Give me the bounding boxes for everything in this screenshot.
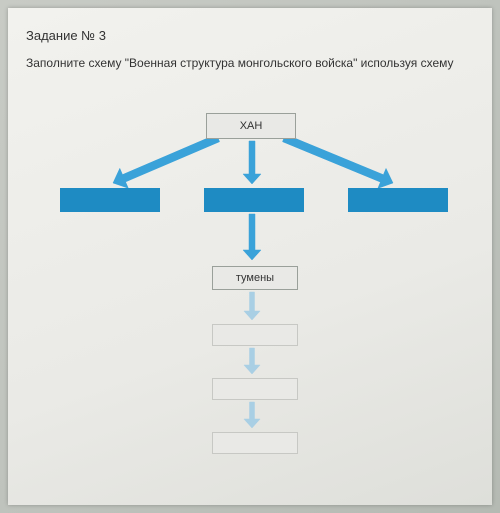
box-center bbox=[204, 188, 304, 212]
box-7 bbox=[212, 432, 298, 454]
box-tumeny: тумены bbox=[212, 266, 298, 290]
arrows-layer bbox=[8, 8, 492, 505]
box-tumeny-label: тумены bbox=[236, 272, 274, 284]
box-right bbox=[348, 188, 448, 212]
page-surface: Задание № 3 Заполните схему "Военная стр… bbox=[8, 8, 492, 505]
box-6 bbox=[212, 378, 298, 400]
box-left bbox=[60, 188, 160, 212]
task-heading: Задание № 3 bbox=[26, 28, 106, 43]
box-khan: ХАН bbox=[206, 113, 296, 139]
task-subheading: Заполните схему "Военная структура монго… bbox=[26, 56, 454, 70]
box-khan-label: ХАН bbox=[240, 120, 263, 132]
box-5 bbox=[212, 324, 298, 346]
